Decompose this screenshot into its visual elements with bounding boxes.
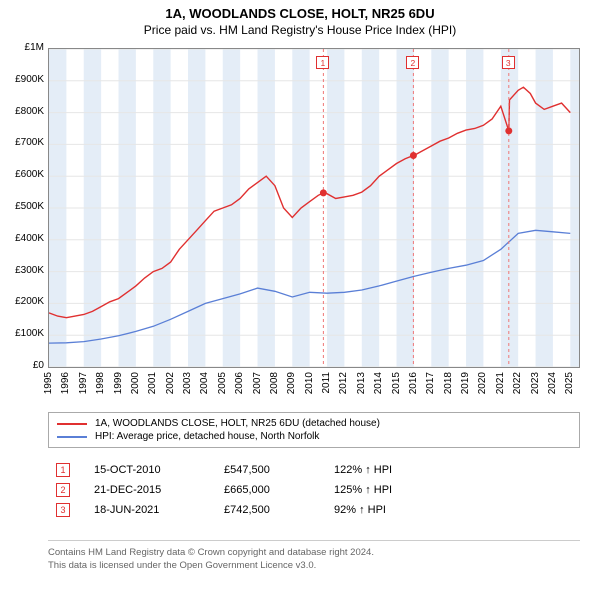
x-axis-tick: 1997: [78, 372, 89, 394]
x-axis-tick: 2009: [286, 372, 297, 394]
event-date: 15-OCT-2010: [94, 464, 224, 476]
footer-line: Contains HM Land Registry data © Crown c…: [48, 547, 580, 560]
event-date: 18-JUN-2021: [94, 504, 224, 516]
x-axis-tick: 2016: [408, 372, 419, 394]
legend: 1A, WOODLANDS CLOSE, HOLT, NR25 6DU (det…: [48, 412, 580, 448]
y-axis-tick: £1M: [2, 42, 44, 53]
chart-title: 1A, WOODLANDS CLOSE, HOLT, NR25 6DU: [0, 0, 600, 21]
legend-label: 1A, WOODLANDS CLOSE, HOLT, NR25 6DU (det…: [95, 418, 380, 429]
event-price: £665,000: [224, 484, 334, 496]
y-axis-tick: £300K: [2, 265, 44, 276]
legend-swatch: [57, 436, 87, 438]
chart-svg: [49, 49, 579, 367]
x-axis-tick: 2024: [547, 372, 558, 394]
legend-label: HPI: Average price, detached house, Nort…: [95, 431, 319, 442]
legend-item: 1A, WOODLANDS CLOSE, HOLT, NR25 6DU (det…: [57, 417, 571, 430]
chart-marker-badge: 1: [316, 56, 329, 69]
footer-attribution: Contains HM Land Registry data © Crown c…: [48, 540, 580, 573]
y-axis-tick: £400K: [2, 233, 44, 244]
event-badge: 3: [56, 503, 70, 517]
x-axis-tick: 2004: [199, 372, 210, 394]
x-axis-tick: 2006: [234, 372, 245, 394]
x-axis-tick: 2017: [425, 372, 436, 394]
event-date: 21-DEC-2015: [94, 484, 224, 496]
x-axis-tick: 2011: [321, 372, 332, 394]
chart-marker-badge: 3: [502, 56, 515, 69]
event-hpi: 122% ↑ HPI: [334, 464, 580, 476]
y-axis-tick: £700K: [2, 137, 44, 148]
x-axis-tick: 2012: [338, 372, 349, 394]
event-row: 1 15-OCT-2010 £547,500 122% ↑ HPI: [48, 460, 580, 480]
events-table: 1 15-OCT-2010 £547,500 122% ↑ HPI 2 21-D…: [48, 456, 580, 524]
y-axis-tick: £200K: [2, 296, 44, 307]
x-axis-tick: 2008: [269, 372, 280, 394]
x-axis-tick: 2014: [373, 372, 384, 394]
x-axis-tick: 1998: [95, 372, 106, 394]
y-axis-tick: £100K: [2, 328, 44, 339]
legend-item: HPI: Average price, detached house, Nort…: [57, 430, 571, 443]
x-axis-tick: 2023: [530, 372, 541, 394]
x-axis-tick: 1999: [113, 372, 124, 394]
chart-subtitle: Price paid vs. HM Land Registry's House …: [0, 23, 600, 37]
x-axis-tick: 2002: [165, 372, 176, 394]
x-axis-tick: 2000: [130, 372, 141, 394]
x-axis-tick: 2019: [460, 372, 471, 394]
x-axis-tick: 2010: [304, 372, 315, 394]
x-axis-tick: 1995: [43, 372, 54, 394]
event-badge: 2: [56, 483, 70, 497]
x-axis-tick: 2022: [512, 372, 523, 394]
x-axis-tick: 2003: [182, 372, 193, 394]
chart-plot-area: [48, 48, 580, 368]
y-axis-tick: £800K: [2, 106, 44, 117]
x-axis-tick: 2005: [217, 372, 228, 394]
footer-line: This data is licensed under the Open Gov…: [48, 560, 580, 573]
event-row: 2 21-DEC-2015 £665,000 125% ↑ HPI: [48, 480, 580, 500]
chart-figure: 1A, WOODLANDS CLOSE, HOLT, NR25 6DU Pric…: [0, 0, 600, 590]
x-axis-tick: 2021: [495, 372, 506, 394]
x-axis-tick: 2018: [443, 372, 454, 394]
y-axis-tick: £0: [2, 360, 44, 371]
legend-swatch: [57, 423, 87, 425]
x-axis-tick: 2013: [356, 372, 367, 394]
x-axis-tick: 2015: [391, 372, 402, 394]
x-axis-tick: 2025: [564, 372, 575, 394]
x-axis-tick: 1996: [60, 372, 71, 394]
x-axis-tick: 2020: [477, 372, 488, 394]
event-price: £742,500: [224, 504, 334, 516]
x-axis-tick: 2001: [147, 372, 158, 394]
chart-marker-badge: 2: [406, 56, 419, 69]
x-axis-tick: 2007: [252, 372, 263, 394]
event-price: £547,500: [224, 464, 334, 476]
y-axis-tick: £500K: [2, 201, 44, 212]
event-hpi: 92% ↑ HPI: [334, 504, 580, 516]
y-axis-tick: £600K: [2, 169, 44, 180]
event-hpi: 125% ↑ HPI: [334, 484, 580, 496]
y-axis-tick: £900K: [2, 74, 44, 85]
event-row: 3 18-JUN-2021 £742,500 92% ↑ HPI: [48, 500, 580, 520]
event-badge: 1: [56, 463, 70, 477]
